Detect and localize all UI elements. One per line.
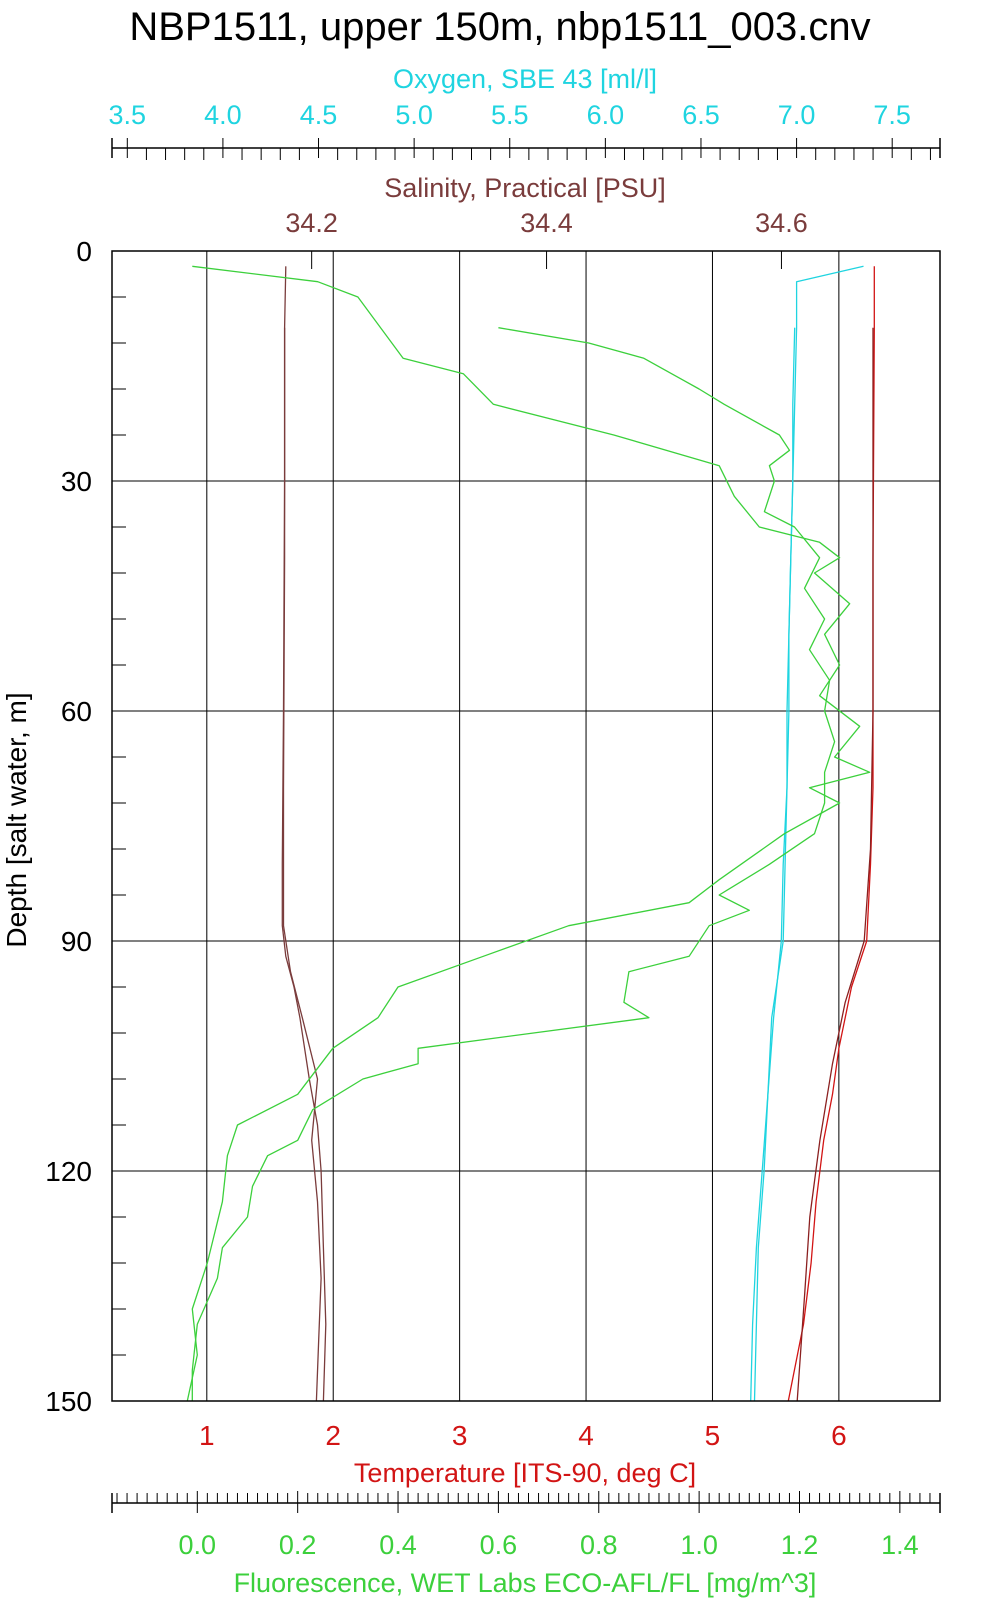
salinity-tick-label: 34.4	[520, 208, 573, 238]
fluorescence-tick-label: 0.2	[279, 1530, 317, 1560]
data-series	[186, 265, 875, 1402]
depth-tick-label: 30	[61, 466, 92, 497]
temperature-tick-label: 2	[325, 1420, 341, 1451]
temperature-profile-line	[796, 327, 874, 1402]
fluorescence-tick-label: 1.0	[680, 1530, 718, 1560]
salinity-axis-ticks	[311, 251, 782, 269]
fluorescence-axis-label: Fluorescence, WET Labs ECO-AFL/FL [mg/m^…	[234, 1568, 817, 1598]
plot-frame	[111, 250, 941, 1402]
fluorescence-tick-label: 0.6	[480, 1530, 518, 1560]
depth-tick-label: 150	[45, 1386, 92, 1417]
salinity-tick-labels: 34.2 34.4 34.6	[285, 208, 807, 238]
chart-title: NBP1511, upper 150m, nbp1511_003.cnv	[129, 5, 870, 49]
fluorescence-tick-label: 0.4	[379, 1530, 417, 1560]
temperature-tick-label: 6	[831, 1420, 847, 1451]
temperature-tick-label: 1	[199, 1420, 215, 1451]
temperature-tick-label: 5	[705, 1420, 721, 1451]
fluorescence-profile-line	[191, 327, 836, 1401]
fluorescence-tick-label: 0.8	[580, 1530, 618, 1560]
depth-axis-label: Depth [salt water, m]	[1, 692, 32, 947]
oxygen-axis	[111, 138, 941, 160]
oxygen-tick-label: 3.5	[109, 100, 147, 130]
temperature-tick-label: 4	[578, 1420, 594, 1451]
salinity-profile-line	[282, 327, 322, 1402]
oxygen-tick-label: 7.5	[873, 100, 911, 130]
fluorescence-tick-label: 1.2	[781, 1530, 819, 1560]
salinity-tick-label: 34.2	[285, 208, 338, 238]
oxygen-profile-line	[750, 265, 864, 1402]
depth-tick-label: 90	[61, 926, 92, 957]
depth-tick-label: 0	[76, 236, 92, 267]
oxygen-tick-label: 4.0	[204, 100, 242, 130]
oxygen-profile-line	[753, 327, 796, 1402]
plot-grid	[112, 251, 940, 1401]
depth-tick-label: 60	[61, 696, 92, 727]
oxygen-tick-label: 5.0	[395, 100, 433, 130]
oxygen-tick-label: 5.5	[491, 100, 529, 130]
temperature-tick-label: 3	[452, 1420, 468, 1451]
fluorescence-axis	[111, 1491, 941, 1513]
fluorescence-profile-line	[186, 265, 871, 1402]
depth-tick-label: 120	[45, 1156, 92, 1187]
oxygen-tick-label: 6.5	[682, 100, 720, 130]
oxygen-tick-label: 7.0	[778, 100, 816, 130]
temperature-tick-labels: 1 2 3 4 5 6	[199, 1420, 847, 1451]
oxygen-tick-label: 6.0	[587, 100, 625, 130]
depth-axis-ticks	[112, 296, 126, 1356]
oxygen-tick-label: 4.5	[300, 100, 338, 130]
depth-tick-labels: 0 30 60 90 120 150	[45, 236, 92, 1417]
oxygen-tick-labels: 3.5 4.0 4.5 5.0 5.5 6.0 6.5 7.0 7.5	[109, 100, 911, 130]
salinity-axis-label: Salinity, Practical [PSU]	[384, 173, 666, 203]
temperature-axis-label: Temperature [ITS-90, deg C]	[354, 1458, 696, 1488]
oxygen-axis-label: Oxygen, SBE 43 [ml/l]	[393, 64, 657, 94]
fluorescence-tick-labels: 0.0 0.2 0.4 0.6 0.8 1.0 1.2 1.4	[179, 1530, 919, 1560]
fluorescence-tick-label: 1.4	[881, 1530, 919, 1560]
temperature-profile-line	[787, 266, 875, 1402]
fluorescence-tick-label: 0.0	[179, 1530, 217, 1560]
salinity-tick-label: 34.6	[755, 208, 808, 238]
